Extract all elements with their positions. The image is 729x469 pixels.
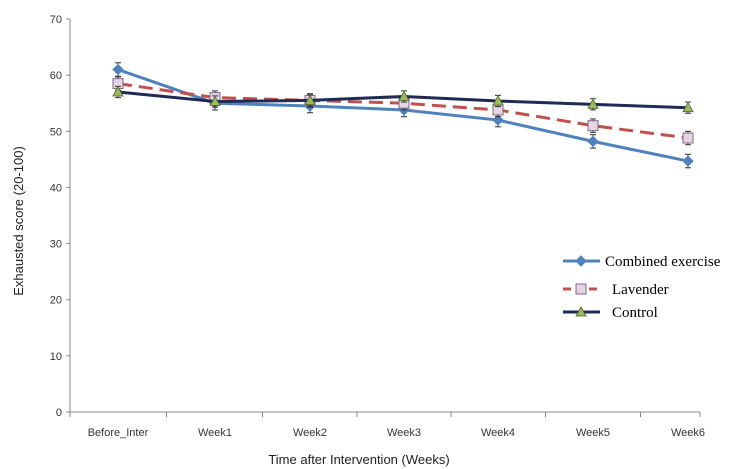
x-tick-label: Week2 <box>293 427 327 439</box>
series-line <box>117 68 689 163</box>
data-point <box>682 101 694 113</box>
x-axis-title: Time after Intervention (Weeks) <box>268 452 449 467</box>
y-tick-label: 0 <box>56 407 62 419</box>
legend-swatch-marker <box>575 255 587 267</box>
data-point <box>492 114 504 126</box>
x-tick-label: Before_Inter <box>88 427 149 439</box>
y-tick-label: 60 <box>50 70 62 82</box>
y-axis-title: Exhausted score (20-100) <box>11 146 26 296</box>
x-tick-label: Week5 <box>576 427 610 439</box>
data-point <box>587 135 599 148</box>
y-axis-ticks: 0 10 20 30 40 50 60 70 <box>50 14 70 419</box>
data-point <box>682 155 694 167</box>
data-point <box>112 63 124 76</box>
legend-swatch-marker <box>575 306 587 317</box>
x-tick-label: Week3 <box>387 427 421 439</box>
data-point <box>209 95 221 106</box>
series-combined-exercise <box>112 62 694 169</box>
y-tick-label: 20 <box>50 295 62 307</box>
x-axis-ticks: Before_Inter Week1 Week2 Week3 Week4 Week5 Wee… <box>69 412 705 439</box>
data-point <box>587 120 599 132</box>
series-control <box>112 85 694 114</box>
x-tick-label: Week6 <box>671 427 705 439</box>
y-tick-label: 70 <box>50 14 62 26</box>
legend: Combined exercise Lavender Control <box>563 254 721 321</box>
data-point <box>492 95 504 106</box>
x-tick-label: Week4 <box>481 427 515 439</box>
legend-item: Lavender <box>563 282 669 298</box>
y-tick-label: 40 <box>50 182 62 194</box>
legend-item: Combined exercise <box>563 254 721 270</box>
y-tick-label: 10 <box>50 351 62 363</box>
data-point <box>112 86 124 97</box>
legend-item: Control <box>563 305 658 321</box>
y-tick-label: 50 <box>50 126 62 138</box>
legend-label: Combined exercise <box>605 254 721 270</box>
data-point <box>304 94 316 105</box>
data-point <box>682 132 694 144</box>
data-point <box>587 98 599 109</box>
series-layer <box>112 62 694 169</box>
legend-swatch-marker <box>575 283 587 295</box>
x-tick-label: Week1 <box>198 427 232 439</box>
y-tick-label: 30 <box>50 239 62 251</box>
legend-label: Control <box>612 305 658 321</box>
legend-label: Lavender <box>612 282 669 298</box>
data-point <box>398 90 410 101</box>
